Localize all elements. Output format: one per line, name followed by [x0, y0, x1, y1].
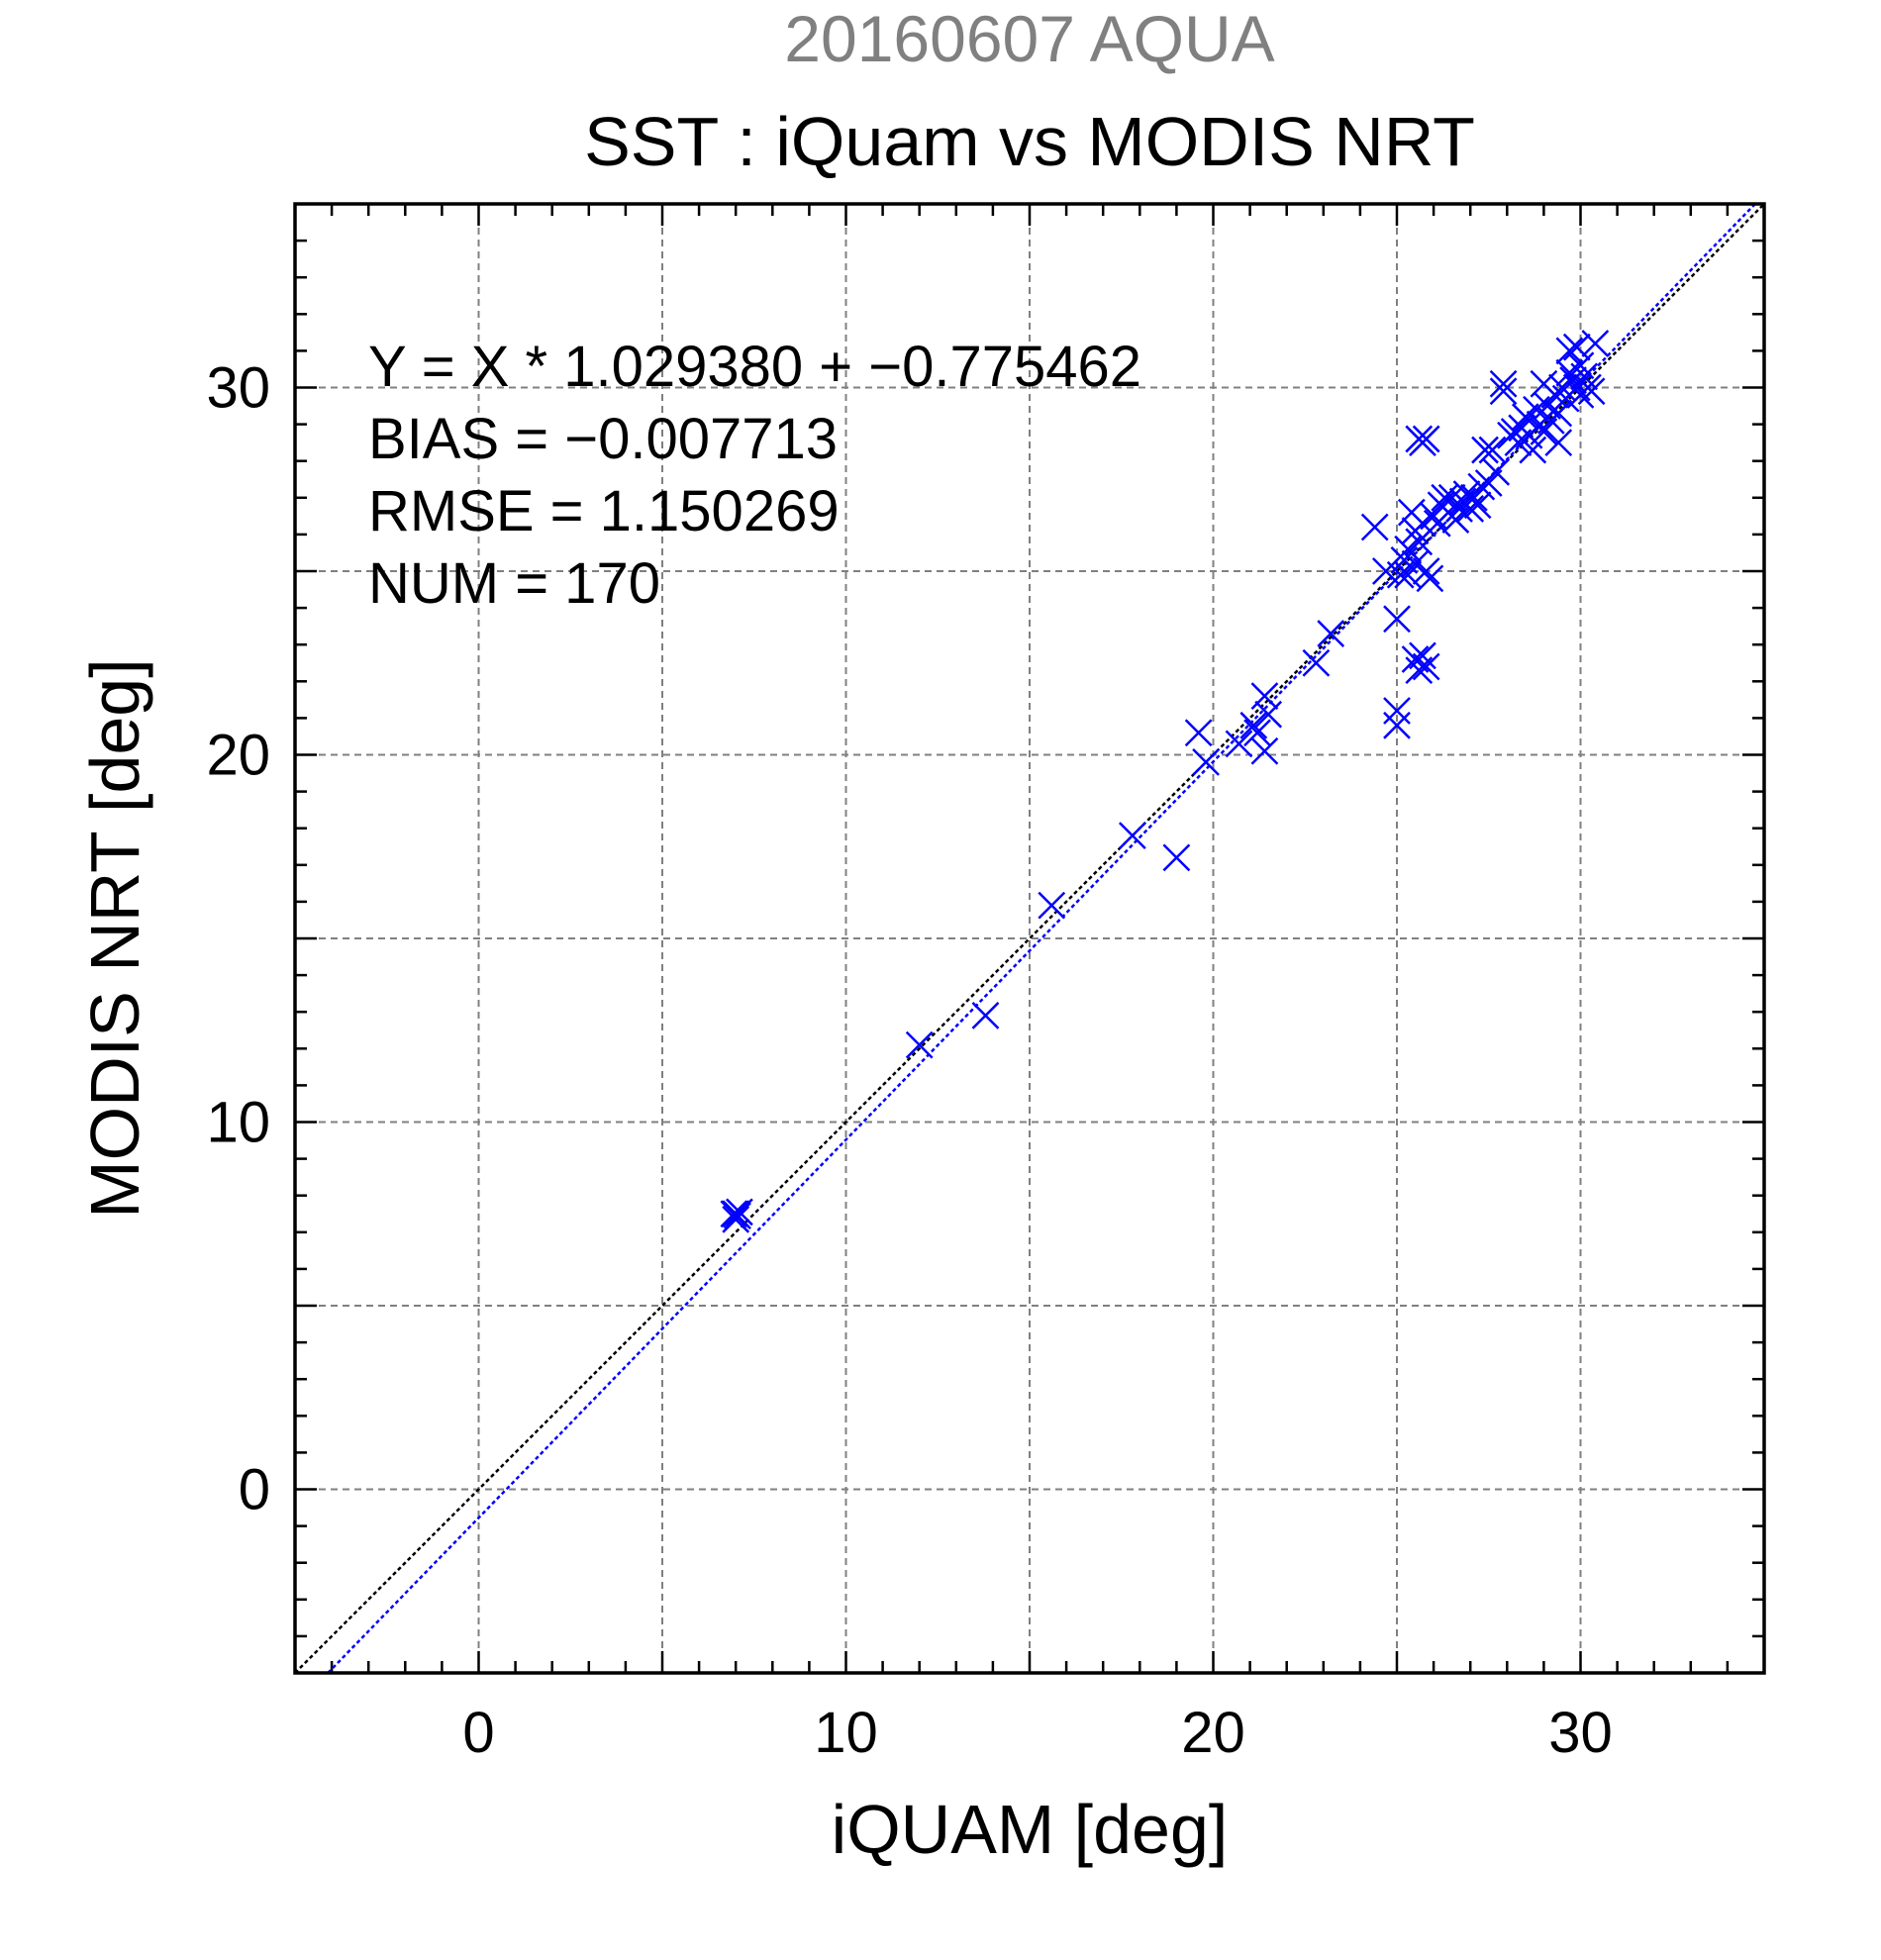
data-point — [1456, 495, 1485, 523]
y-axis-label: MODIS NRT [deg] — [76, 658, 153, 1218]
minor-ticks — [295, 204, 1764, 1673]
stats-num: NUM = 170 — [368, 551, 660, 616]
x-tick-label: 20 — [1181, 1701, 1245, 1765]
data-point — [1441, 506, 1470, 534]
data-point — [1250, 682, 1279, 711]
data-point — [1038, 891, 1066, 920]
stats-bias: BIAS = −0.007713 — [368, 407, 838, 471]
data-point — [1409, 429, 1436, 457]
data-point — [1360, 513, 1389, 541]
stats-equation: Y = X * 1.029380 + −0.775462 — [368, 335, 1141, 399]
data-point — [1243, 719, 1271, 747]
data-points — [720, 330, 1610, 1233]
data-point — [1412, 557, 1440, 585]
data-point — [1162, 843, 1191, 872]
data-point — [1566, 351, 1595, 380]
data-point — [720, 1200, 748, 1228]
y-tick-label: 10 — [206, 1091, 270, 1155]
stats-block: Y = X * 1.029380 + −0.775462 BIAS = −0.0… — [368, 335, 1141, 616]
data-point — [1118, 822, 1146, 850]
data-point — [1581, 330, 1610, 357]
data-point — [1412, 652, 1440, 681]
data-point — [1239, 711, 1268, 739]
data-point — [905, 1030, 934, 1059]
y-tick-labels: 0 10 20 30 — [206, 356, 270, 1522]
x-tick-label: 0 — [462, 1701, 494, 1765]
data-point — [1544, 399, 1573, 428]
data-point — [1250, 736, 1279, 765]
data-point — [724, 1202, 751, 1229]
x-tick-label: 30 — [1548, 1701, 1613, 1765]
data-point — [726, 1198, 753, 1226]
x-axis-label: iQUAM [deg] — [832, 1791, 1229, 1868]
data-point — [1570, 362, 1599, 391]
data-point — [1471, 436, 1499, 464]
data-point — [1562, 333, 1591, 361]
data-point — [1409, 641, 1436, 670]
data-point — [1383, 605, 1411, 634]
stats-rmse: RMSE = 1.150269 — [368, 479, 840, 543]
x-tick-label: 10 — [814, 1701, 878, 1765]
data-point — [1577, 377, 1606, 406]
data-point — [722, 1205, 750, 1233]
data-point — [1519, 436, 1547, 464]
data-point — [1559, 366, 1587, 394]
data-point — [1317, 620, 1345, 647]
y-tick-label: 30 — [206, 356, 270, 421]
data-point — [971, 1002, 1000, 1029]
data-point — [1383, 697, 1411, 725]
data-point — [1192, 748, 1220, 776]
data-point — [1184, 719, 1213, 747]
y-tick-label: 20 — [206, 724, 270, 788]
chart-supertitle: 20160607 AQUA — [784, 2, 1274, 75]
data-point — [1463, 491, 1492, 520]
data-point — [1225, 730, 1253, 758]
data-point — [1489, 377, 1518, 406]
data-point — [1383, 711, 1411, 739]
data-point — [1254, 700, 1283, 729]
y-tick-label: 0 — [239, 1458, 270, 1522]
x-tick-labels: 0 10 20 30 — [462, 1701, 1612, 1765]
data-point — [1445, 495, 1473, 523]
data-point — [1416, 564, 1444, 593]
data-point — [1544, 429, 1573, 457]
data-point — [1482, 457, 1511, 486]
plot-frame — [293, 202, 1766, 1675]
chart-title: SST : iQuam vs MODIS NRT — [584, 103, 1475, 180]
data-point — [1555, 337, 1584, 365]
data-point — [1386, 560, 1415, 589]
grid-lines — [295, 204, 1764, 1673]
data-point — [1302, 648, 1331, 677]
data-point — [1489, 369, 1518, 398]
